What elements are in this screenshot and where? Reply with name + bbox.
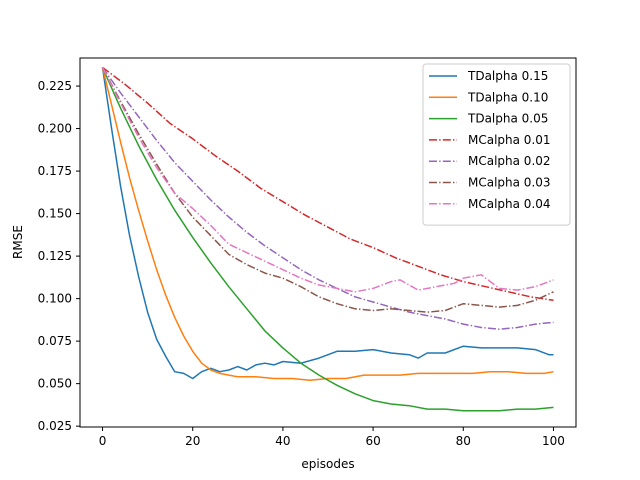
- legend-label-6: MCalpha 0.04: [468, 197, 551, 211]
- y-tick-label: 0.075: [38, 334, 72, 348]
- y-tick-label: 0.025: [38, 419, 72, 433]
- legend-label-2: TDalpha 0.05: [467, 112, 548, 126]
- series-line-2: [101, 67, 554, 412]
- series-line-1: [101, 67, 554, 381]
- legend-frame: [422, 63, 571, 226]
- legend-label-5: MCalpha 0.03: [468, 176, 551, 190]
- y-tick-label: 0.100: [38, 292, 72, 306]
- x-tick-label: 20: [185, 434, 200, 448]
- series-layer: [101, 66, 554, 412]
- legend-label-1: TDalpha 0.10: [467, 90, 548, 104]
- x-tick-label: 40: [275, 434, 290, 448]
- plot-frame: [79, 57, 577, 428]
- series-line-4: [101, 66, 554, 330]
- legend-label-0: TDalpha 0.15: [467, 69, 548, 83]
- y-tick-label: 0.150: [38, 207, 72, 221]
- x-axis: 0 20 40 60 80 100: [99, 427, 565, 448]
- legend: TDalpha 0.15 TDalpha 0.10 TDalpha 0.05 MCal…: [422, 63, 571, 226]
- y-tick-label: 0.125: [38, 249, 72, 263]
- y-tick-label: 0.200: [38, 122, 72, 136]
- y-tick-label: 0.225: [38, 79, 72, 93]
- x-axis-label: episodes: [301, 457, 354, 471]
- series-line-3: [102, 66, 554, 302]
- series-line-0: [101, 67, 554, 380]
- y-tick-label: 0.050: [38, 377, 72, 391]
- series-line-5: [101, 67, 554, 313]
- y-tick-label: 0.175: [38, 164, 72, 178]
- legend-label-4: MCalpha 0.02: [468, 154, 551, 168]
- y-axis: 0.025 0.050 0.075 0.100 0.125 0.150 0.175 0.200…: [38, 79, 80, 433]
- series-line-6: [101, 67, 554, 293]
- x-tick-label: 100: [542, 434, 565, 448]
- x-tick-label: 60: [365, 434, 380, 448]
- y-axis-label: RMSE: [11, 225, 25, 259]
- x-tick-label: 0: [99, 434, 107, 448]
- legend-label-3: MCalpha 0.01: [468, 133, 551, 147]
- x-tick-label: 80: [456, 434, 471, 448]
